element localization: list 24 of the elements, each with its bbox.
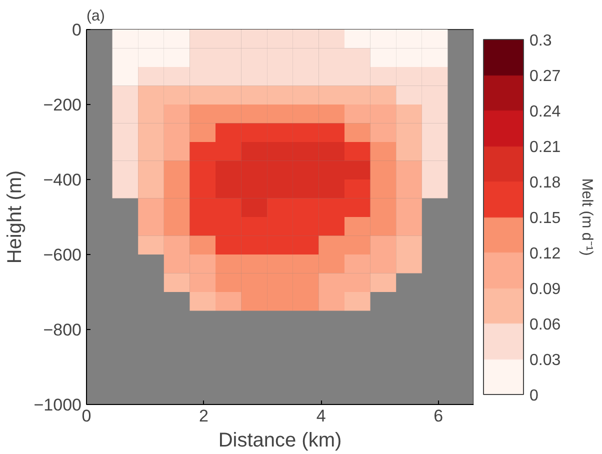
x-tick-label: 2 bbox=[199, 406, 209, 426]
y-tick-label: −1000 bbox=[34, 396, 82, 414]
color-bar-label: 0.21 bbox=[530, 139, 561, 156]
x-tick-label: 6 bbox=[434, 406, 444, 426]
x-axis-title: Distance (km) bbox=[218, 430, 342, 452]
color-bar-label: 0.06 bbox=[530, 316, 561, 334]
color-bar-label: 0.15 bbox=[530, 210, 561, 227]
color-bar-label: 0.3 bbox=[530, 32, 552, 50]
color-bar-label: 0.24 bbox=[530, 104, 561, 120]
y-tick-label: −600 bbox=[43, 246, 82, 264]
y-tick-label: 0 bbox=[72, 20, 82, 40]
color-bar-label: 0.09 bbox=[530, 281, 561, 298]
x-tick-label: 4 bbox=[316, 406, 326, 426]
y-axis-title: Height (m) bbox=[4, 170, 26, 264]
color-bar-label: 0 bbox=[530, 388, 538, 404]
y-tick-label: −800 bbox=[43, 320, 82, 340]
color-bar-label: 0.03 bbox=[530, 352, 561, 369]
y-tick-label: −400 bbox=[43, 170, 82, 190]
color-bar-label: 0.12 bbox=[530, 246, 561, 262]
color-bar-title: Melt (m d⁻¹) bbox=[578, 178, 596, 256]
text: (a) bbox=[86, 8, 105, 24]
y-tick-label: −200 bbox=[43, 96, 82, 114]
color-bar-label: 0.18 bbox=[530, 174, 561, 192]
color-bar-label: 0.27 bbox=[530, 68, 561, 85]
